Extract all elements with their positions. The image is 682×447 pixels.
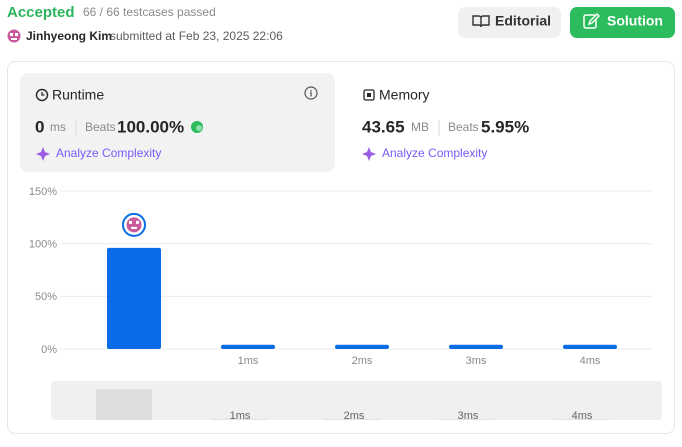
chip-icon <box>363 89 375 101</box>
editorial-button[interactable]: Editorial <box>458 7 561 38</box>
navigator-bar <box>438 418 495 420</box>
x-tick-label: 3ms <box>466 355 487 367</box>
sparkle-icon <box>362 147 376 161</box>
memory-label: Memory <box>379 87 430 103</box>
runtime-beats-label: Beats <box>85 120 116 134</box>
solution-label[interactable]: Solution <box>607 13 663 29</box>
sparkle-icon <box>36 147 50 161</box>
navigator-bar <box>553 418 610 420</box>
submission-marker <box>122 212 146 237</box>
runtime-label: Runtime <box>52 87 104 103</box>
bar <box>221 344 275 349</box>
bar <box>107 247 161 349</box>
x-tick-label: 4ms <box>580 355 601 367</box>
x-tick-label: 2ms <box>352 355 373 367</box>
navigator-label: 2ms <box>344 410 365 422</box>
solution-button[interactable]: Solution <box>570 7 675 38</box>
clock-icon <box>35 88 49 102</box>
navigator-label: 1ms <box>230 410 251 422</box>
bar <box>449 344 503 349</box>
clap-icon <box>191 121 203 133</box>
navigator-bar <box>324 418 381 420</box>
marker-eye <box>129 220 132 224</box>
bar <box>563 344 617 349</box>
info-icon[interactable] <box>304 86 318 100</box>
runtime-unit: ms <box>50 120 66 134</box>
navigator-bar <box>96 389 152 420</box>
y-tick-label: 150% <box>29 186 57 198</box>
y-tick-label: 0% <box>41 344 57 356</box>
editorial-label[interactable]: Editorial <box>495 13 551 29</box>
navigator-label: 4ms <box>572 410 593 422</box>
navigator-label: 3ms <box>458 410 479 422</box>
svg-text:i: i <box>310 88 313 98</box>
status: Accepted <box>7 4 75 21</box>
avatar <box>7 29 21 43</box>
memory-beats-label: Beats <box>448 120 479 134</box>
chart-navigator[interactable] <box>51 381 662 420</box>
x-tick-label: 1ms <box>238 355 259 367</box>
marker-eye <box>136 220 139 224</box>
memory-value: 43.65 <box>362 117 405 136</box>
runtime-analyze-link[interactable]: Analyze Complexity <box>56 146 161 160</box>
submitted-time: submitted at Feb 23, 2025 22:06 <box>110 29 283 43</box>
bar <box>335 344 389 349</box>
runtime-card[interactable] <box>20 73 335 172</box>
runtime-value: 0 <box>35 117 44 136</box>
navigator-bar <box>210 418 267 420</box>
memory-analyze-link[interactable]: Analyze Complexity <box>382 146 487 160</box>
marker-mouth <box>131 226 137 229</box>
y-tick-label: 100% <box>29 239 57 251</box>
y-tick-label: 50% <box>35 291 57 303</box>
memory-unit: MB <box>411 120 429 134</box>
runtime-beats: 100.00% <box>117 117 184 136</box>
user-name[interactable]: Jinhyeong Kim <box>26 29 112 43</box>
memory-beats: 5.95% <box>481 117 529 136</box>
testcases: 66 / 66 testcases passed <box>83 5 216 19</box>
marker-avatar <box>126 217 142 233</box>
